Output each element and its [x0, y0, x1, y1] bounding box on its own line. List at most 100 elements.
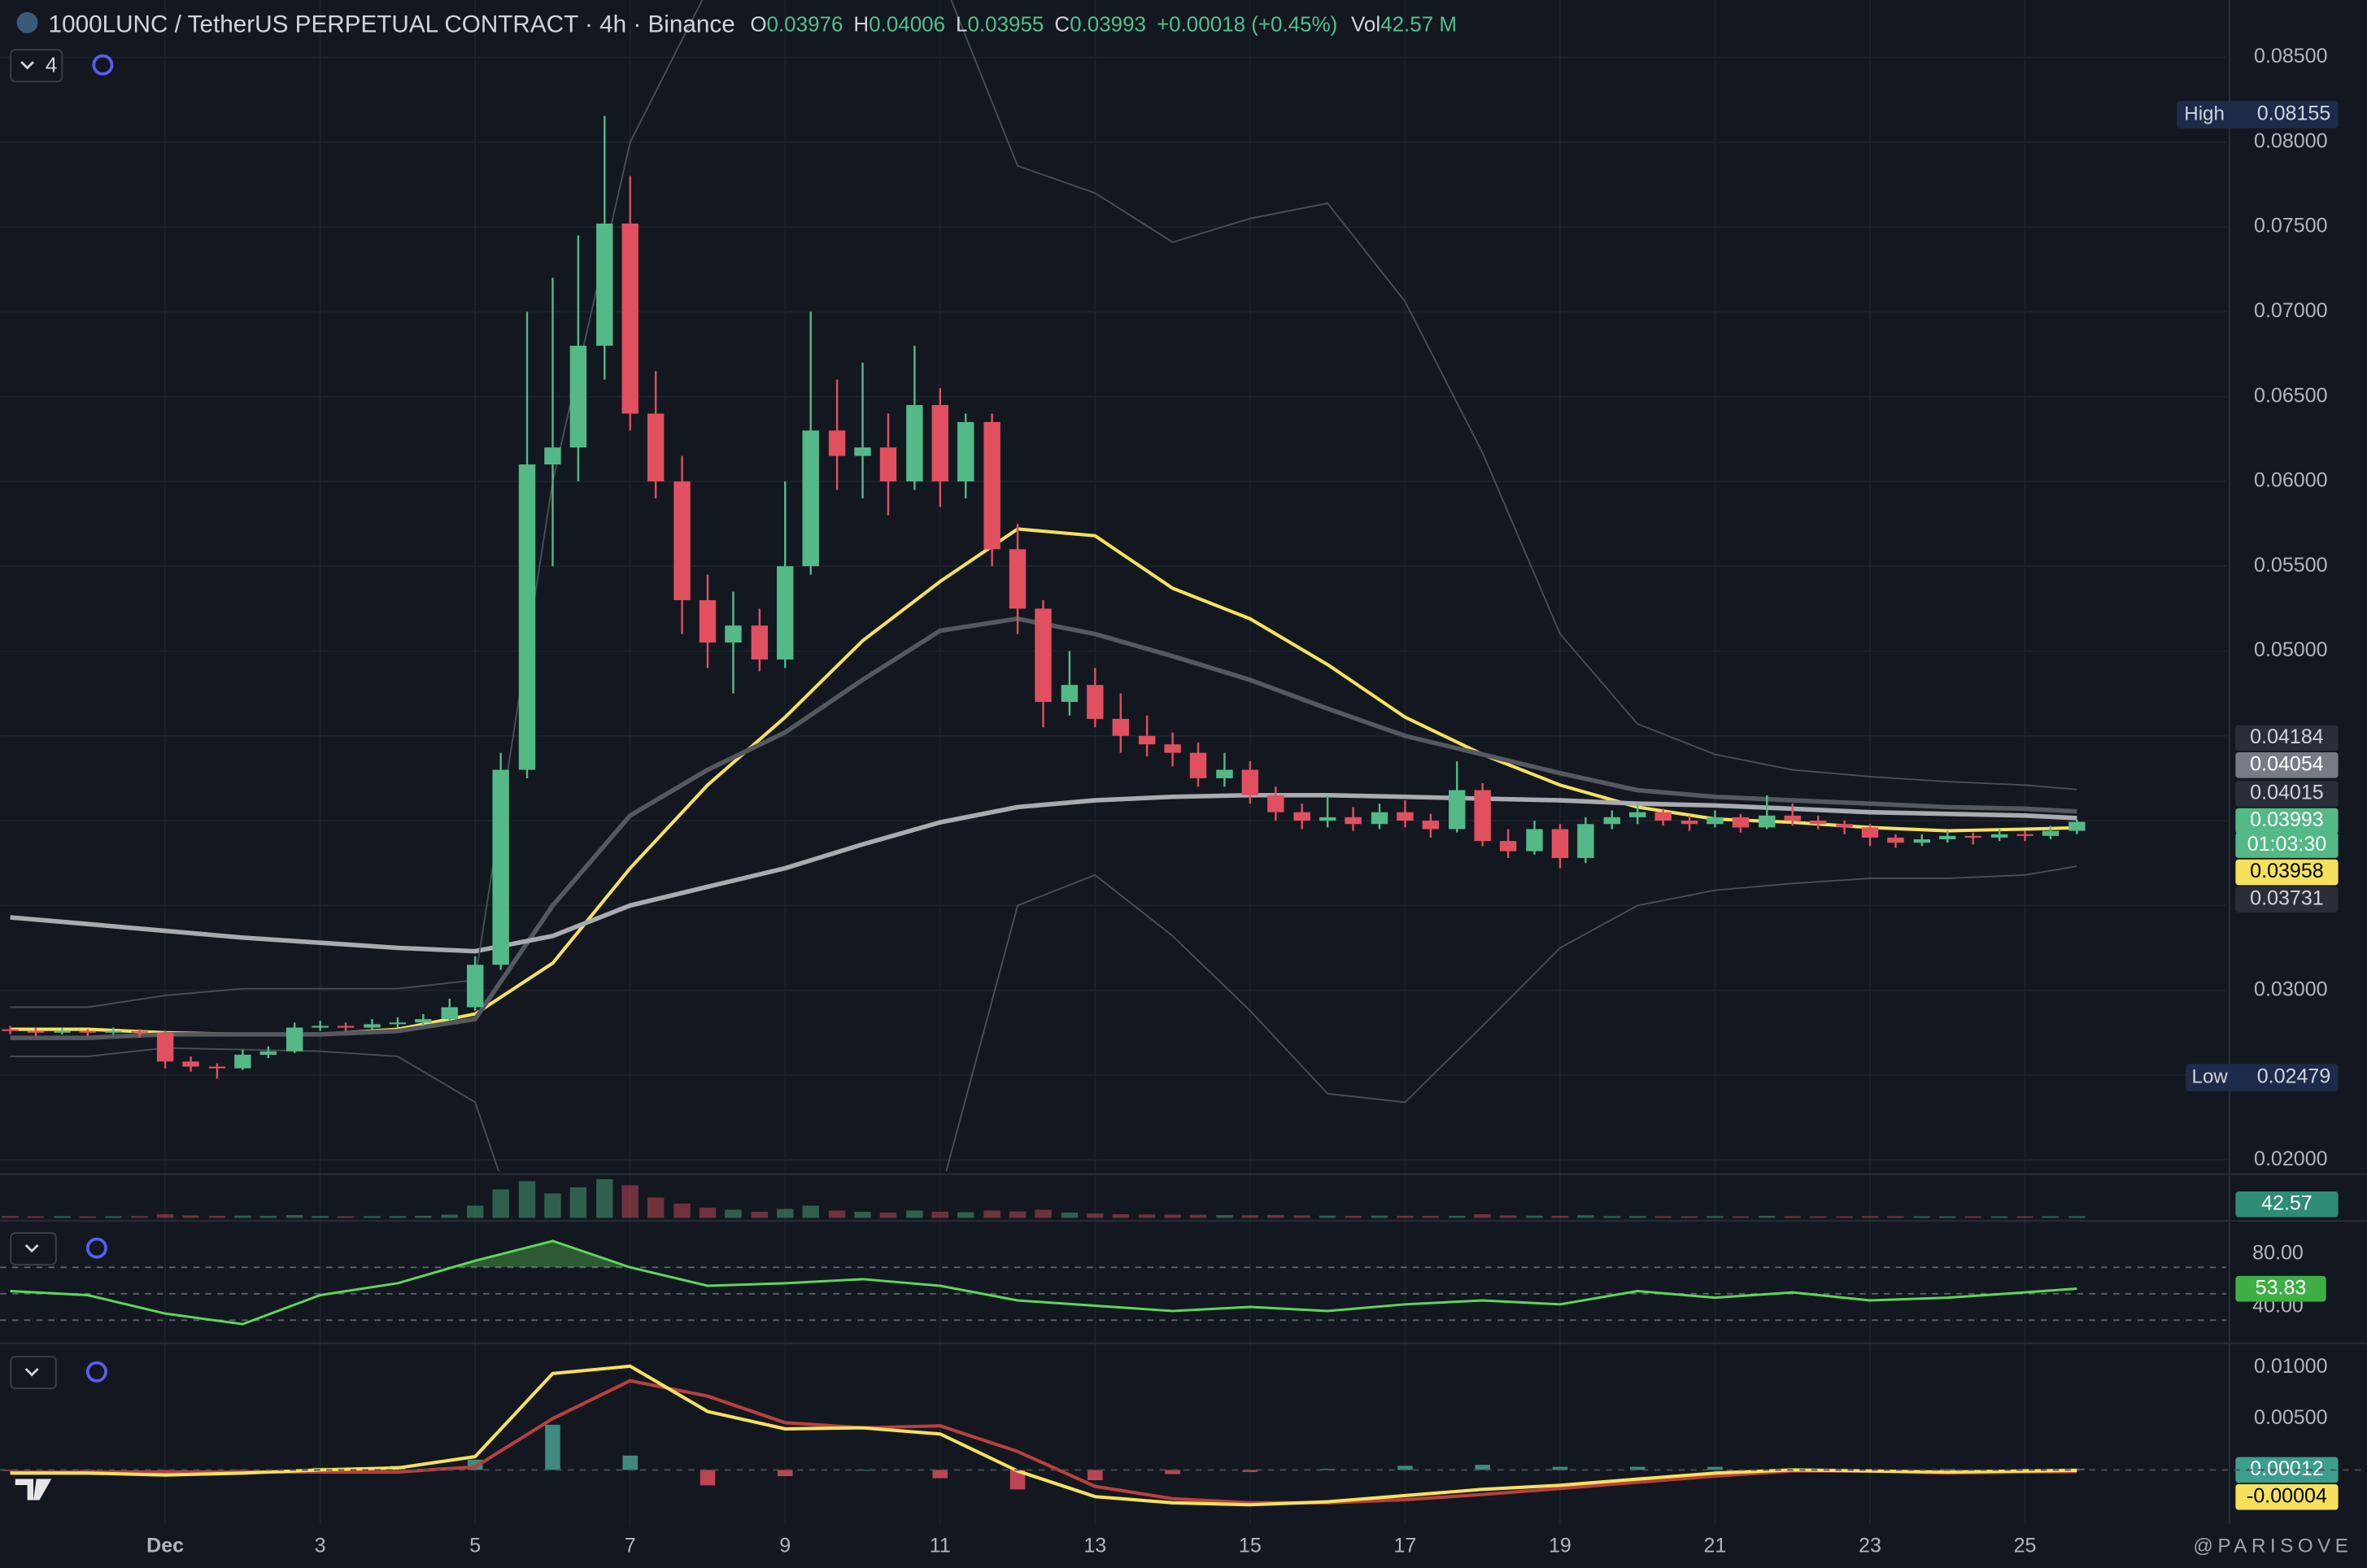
sync-icon[interactable]: [92, 54, 114, 76]
macd-tick-label: 0.00500: [2254, 1406, 2328, 1429]
high: 0.04006: [869, 11, 945, 36]
candle-body: [1759, 815, 1776, 828]
lower-band-value: 0.03731: [2250, 887, 2324, 910]
candle-body: [1809, 821, 1827, 825]
vol-label: Vol: [1351, 11, 1380, 36]
volume-bar: [389, 1216, 407, 1218]
x-tick-label: 9: [779, 1535, 791, 1557]
sync-icon[interactable]: [85, 1237, 107, 1259]
x-tick-label: 19: [1549, 1535, 1571, 1557]
volume-bar: [828, 1210, 846, 1218]
x-tick-label: 13: [1083, 1535, 1106, 1557]
volume-bar: [1887, 1216, 1904, 1218]
ma-short-value: 0.03958: [2250, 860, 2324, 882]
x-tick-label: 3: [315, 1535, 326, 1557]
volume-bar: [544, 1193, 561, 1218]
candle-body: [286, 1027, 303, 1052]
x-tick-label: 23: [1859, 1535, 1881, 1557]
volume-bar: [1707, 1216, 1724, 1218]
ma-long-value: 0.04015: [2250, 782, 2324, 804]
macd-signal-line: [10, 1379, 2077, 1505]
candle-body: [1913, 839, 1931, 843]
macd-hist-bar: [622, 1455, 638, 1470]
last-price-box: [2235, 808, 2339, 834]
low: 0.03955: [967, 11, 1044, 36]
candle-body: [1138, 735, 1156, 745]
volume-bar: [1577, 1215, 1594, 1218]
volume-bar: [492, 1189, 509, 1218]
volume-bar: [2042, 1216, 2060, 1218]
chevron: [20, 61, 34, 70]
candle-body: [389, 1022, 407, 1025]
chevron: [24, 1368, 39, 1377]
volume-bar: [647, 1197, 665, 1218]
candle-body: [647, 413, 665, 481]
candle-body: [1061, 685, 1079, 703]
x-tick-label: Dec: [146, 1535, 184, 1557]
sync-icon[interactable]: [85, 1361, 107, 1383]
candle-body: [54, 1030, 71, 1033]
candle-body: [1216, 769, 1233, 778]
ma-value-box: [2235, 752, 2339, 778]
volume-bar: [1087, 1213, 1104, 1218]
candle-body: [957, 421, 974, 481]
header: 1000LUNC / TetherUS PERPETUAL CONTRACT ·…: [49, 11, 1457, 37]
volume-bar: [1628, 1216, 1646, 1218]
candle-body: [1189, 752, 1207, 778]
volume-bar: [518, 1181, 536, 1218]
candle-body: [802, 430, 819, 567]
overlay-line: [10, 865, 2077, 1171]
volume-bar: [725, 1209, 742, 1218]
y-tick-label: 0.08000: [2254, 129, 2328, 152]
overlay-line: [10, 0, 2077, 1008]
candle-body: [1397, 812, 1414, 821]
candle-body: [234, 1054, 251, 1069]
symbol: 1000LUNC / TetherUS PERPETUAL CONTRACT ·…: [49, 11, 735, 37]
candle-body: [2042, 830, 2060, 836]
candle-body: [699, 599, 717, 643]
volume-bar: [1474, 1213, 1491, 1218]
high-value: 0.08155: [2257, 102, 2331, 125]
candle-body: [1577, 824, 1594, 858]
toggle-box[interactable]: [10, 49, 63, 83]
candle-body: [259, 1051, 277, 1055]
candle-body: [1861, 827, 1879, 838]
candle-body: [492, 769, 509, 965]
volume-bar: [1551, 1215, 1569, 1218]
x-tick-label: 21: [1704, 1535, 1727, 1557]
candle-body: [1422, 821, 1440, 830]
volume-bar: [1319, 1215, 1336, 1218]
legend-toggle[interactable]: 4: [10, 49, 63, 83]
candle-body: [725, 625, 742, 643]
volume-bar: [1990, 1216, 2008, 1218]
candle-body: [1345, 817, 1362, 825]
ma-short-value-box: [2235, 859, 2339, 886]
rsi-line: [10, 1239, 2077, 1326]
low-box: [2186, 1064, 2339, 1091]
y-tick-label: 0.05000: [2254, 638, 2328, 661]
candle-body: [182, 1061, 199, 1067]
candle-body: [208, 1066, 226, 1069]
candle-body: [1732, 817, 1750, 828]
macd-hist-bar: [1707, 1466, 1723, 1470]
lower-band-value-box: [2235, 886, 2339, 912]
volume-bar: [2068, 1216, 2086, 1218]
volume-bar: [673, 1203, 691, 1218]
candle-body: [931, 405, 948, 481]
upper-band-value-box: [2235, 725, 2339, 751]
candle-body: [673, 481, 691, 600]
x-tick-label: 15: [1239, 1535, 1262, 1557]
volume-bar: [1164, 1214, 1181, 1218]
volume-bar: [1836, 1216, 1853, 1218]
macd-hist-bar: [2069, 1468, 2085, 1470]
volume-bar: [234, 1215, 251, 1218]
volume-bar: [983, 1210, 1000, 1218]
symbol-icon: [16, 11, 38, 33]
candle-body: [1784, 815, 1801, 821]
indicator-count: 4: [46, 53, 57, 77]
candle-body: [1990, 834, 2008, 838]
y-tick-label: 0.03000: [2254, 978, 2328, 1000]
volume-bar: [1138, 1214, 1156, 1218]
volume-bar: [156, 1213, 174, 1218]
